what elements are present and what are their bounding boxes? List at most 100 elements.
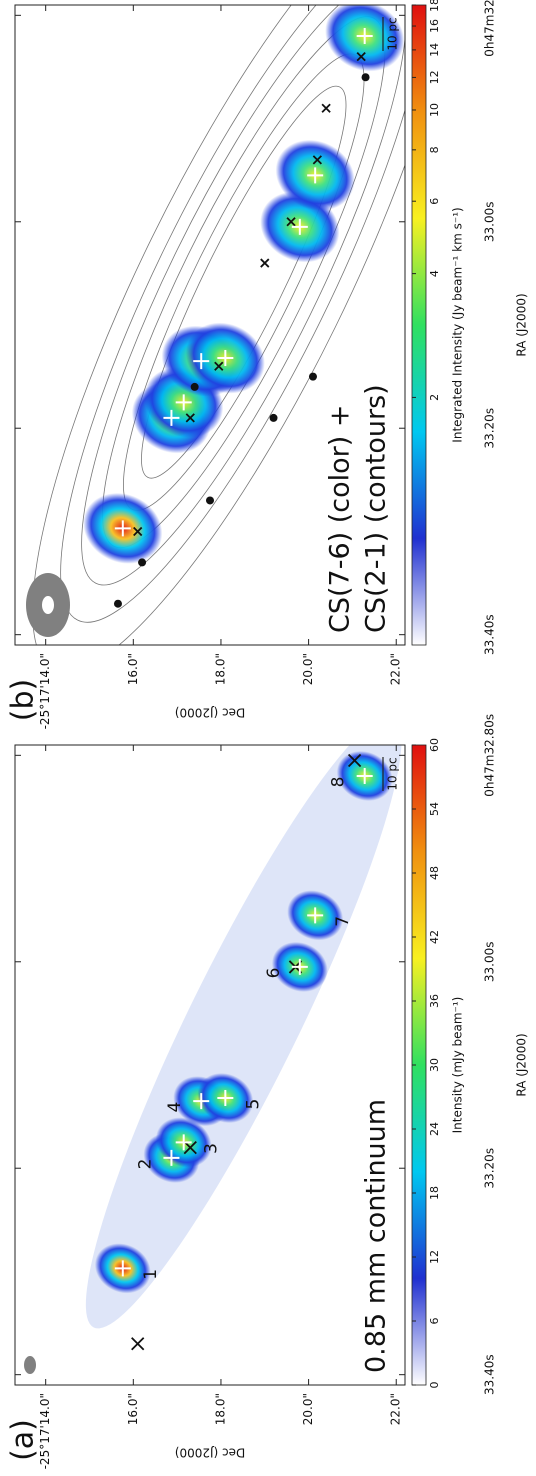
- x-axis-label: Dec (J2000): [175, 1446, 245, 1460]
- contour: [81, 5, 405, 586]
- colorbar-tick-label: 4: [428, 270, 441, 277]
- source-label: 8: [329, 777, 349, 788]
- colorbar-tick-label: 2: [428, 394, 441, 401]
- source-label: 3: [202, 1143, 222, 1154]
- cross-marker: [312, 155, 322, 165]
- cross-marker: [185, 413, 195, 423]
- colorbar-tick-label: 0: [428, 1382, 441, 1389]
- source-marker: [175, 1134, 192, 1151]
- y-tick-label: 0h47m32.80s: [483, 0, 497, 57]
- dot-marker: [138, 558, 147, 567]
- dot-marker: [206, 496, 214, 505]
- colorbar-tick-label: 8: [428, 146, 441, 153]
- x-tick-label: -25°17'14.0": [38, 1393, 52, 1469]
- colorbar-tick-label: 10: [428, 103, 441, 117]
- y-tick-label: 0h47m32.80s: [483, 714, 497, 797]
- panel-title: (a): [6, 1419, 41, 1461]
- dot-marker: [190, 382, 199, 391]
- source-marker: [175, 394, 192, 411]
- contour: [32, 5, 405, 645]
- colorbar-tick-label: 12: [428, 1250, 441, 1264]
- x-tick-label: 22.0": [389, 653, 403, 685]
- annotation: CS(2-1) (contours): [361, 384, 392, 633]
- source-label: 7: [333, 916, 353, 927]
- colorbar-tick-label: 48: [428, 866, 441, 880]
- cross-marker: [183, 1140, 197, 1155]
- cross-marker: [321, 103, 331, 113]
- source-marker: [193, 353, 210, 370]
- colorbar-tick-label: 12: [428, 70, 441, 84]
- source-label: 1: [141, 1269, 161, 1280]
- cross-marker: [286, 217, 296, 227]
- source-label: 2: [135, 1158, 155, 1169]
- source-marker: [291, 958, 308, 975]
- source-marker: [163, 409, 180, 426]
- x-tick-label: 16.0": [126, 1393, 140, 1425]
- cross-marker: [133, 526, 143, 537]
- cross-marker: [260, 258, 270, 268]
- cross-marker: [131, 1337, 145, 1351]
- source-marker: [114, 1260, 131, 1277]
- colorbar-tick-label: 6: [428, 1318, 441, 1325]
- x-tick-label: 18.0": [213, 1393, 227, 1425]
- cross-marker: [214, 361, 224, 371]
- source-label: 4: [165, 1102, 185, 1113]
- dot-marker: [269, 413, 278, 422]
- colorbar-label: Integrated Intensity (Jy beam⁻¹ km s⁻¹): [451, 207, 465, 442]
- y-tick-label: 33.20s: [483, 1148, 497, 1189]
- colorbar-tick-label: 6: [428, 198, 441, 205]
- source-marker: [307, 907, 324, 924]
- colorbar-tick-label: 36: [428, 994, 441, 1008]
- x-tick-label: 20.0": [301, 653, 315, 685]
- dot-marker: [361, 73, 370, 82]
- panel-title: (b): [6, 679, 41, 721]
- scale-bar-label: 10 pc: [386, 757, 400, 790]
- frame: [14, 4, 406, 646]
- colorbar-tick-label: 54: [428, 802, 441, 816]
- x-tick-label: 22.0": [389, 1393, 403, 1425]
- source-marker: [356, 767, 373, 784]
- source-label: 6: [264, 968, 284, 979]
- x-tick-label: 18.0": [213, 653, 227, 685]
- y-tick-label: 33.40s: [483, 614, 497, 655]
- contour: [141, 85, 347, 479]
- x-tick-label: 16.0": [126, 653, 140, 685]
- source-label: 5: [243, 1099, 263, 1110]
- colorbar-label: Intensity (mJy beam⁻¹): [451, 997, 465, 1134]
- beam: [24, 1356, 36, 1374]
- y-tick-label: 33.20s: [483, 408, 497, 449]
- colorbar-tick-label: 24: [428, 1122, 441, 1136]
- annotation: CS(7-6) (color) +: [325, 405, 356, 634]
- colorbar: [411, 4, 427, 646]
- source-marker: [356, 27, 373, 44]
- source-marker: [307, 167, 324, 184]
- y-tick-label: 33.40s: [483, 1354, 497, 1395]
- dot-marker: [308, 372, 317, 381]
- colorbar-tick-label: 18: [428, 0, 441, 12]
- colorbar-tick-label: 14: [428, 43, 441, 57]
- image-area: [32, 5, 405, 645]
- dot-marker: [113, 599, 122, 608]
- source-marker: [114, 520, 131, 537]
- cross-marker: [347, 753, 362, 768]
- beam-inner: [42, 596, 54, 614]
- colorbar-tick-label: 18: [428, 1186, 441, 1200]
- annotation: 0.85 mm continuum: [361, 1099, 392, 1373]
- contour: [60, 5, 405, 623]
- x-axis-label: Dec (J2000): [175, 706, 245, 720]
- source-marker: [217, 1090, 234, 1107]
- colorbar-tick-label: 60: [428, 738, 441, 752]
- y-tick-label: 33.00s: [483, 201, 497, 242]
- frame: [14, 744, 406, 1386]
- source-marker: [217, 350, 234, 367]
- x-tick-label: 20.0": [301, 1393, 315, 1425]
- y-tick-label: 33.00s: [483, 941, 497, 982]
- source-marker: [291, 218, 308, 235]
- scale-bar-label: 10 pc: [386, 17, 400, 50]
- source-marker: [193, 1093, 210, 1110]
- colorbar-tick-label: 30: [428, 1058, 441, 1072]
- cross-marker: [356, 51, 366, 62]
- source-marker: [163, 1149, 180, 1166]
- y-axis-label: RA (J2000): [515, 1033, 529, 1096]
